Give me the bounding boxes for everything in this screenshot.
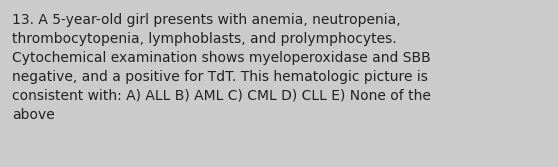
Text: 13. A 5-year-old girl presents with anemia, neutropenia,
thrombocytopenia, lymph: 13. A 5-year-old girl presents with anem…	[12, 13, 431, 122]
